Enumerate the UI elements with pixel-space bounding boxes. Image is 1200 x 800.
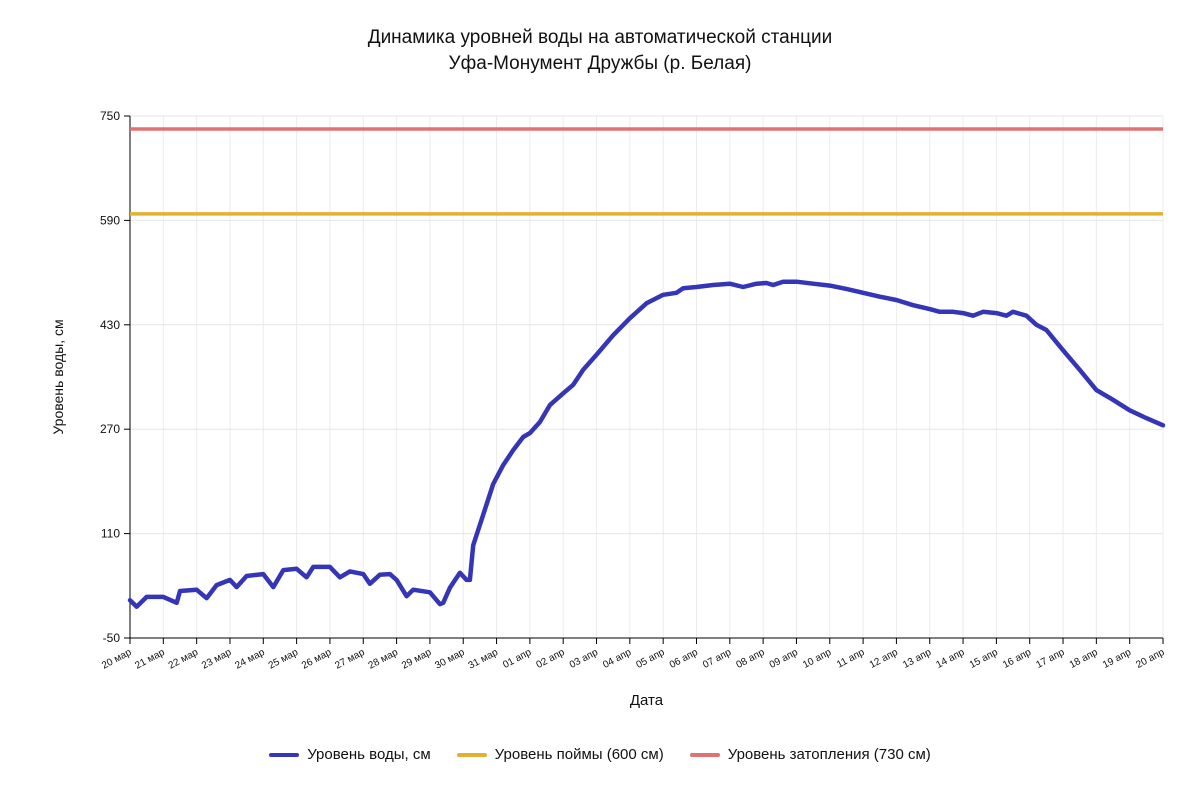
y-tick-label: 430: [100, 318, 120, 332]
x-tick-label: 26 мар: [300, 647, 334, 672]
x-tick-label: 22 мар: [167, 647, 201, 672]
x-tick-label: 01 апр: [501, 647, 533, 671]
x-tick-label: 31 мар: [467, 647, 501, 672]
x-tick-label: 28 мар: [367, 647, 401, 672]
x-tick-label: 09 апр: [768, 647, 800, 671]
legend-label: Уровень поймы (600 см): [494, 746, 664, 763]
x-tick-label: 12 апр: [868, 647, 900, 671]
x-tick-label: 25 мар: [267, 647, 301, 672]
x-tick-label: 24 мар: [233, 647, 267, 672]
chart-title-line-2: Уфа-Монумент Дружбы (р. Белая): [448, 53, 752, 74]
y-tick-label: 110: [101, 527, 120, 541]
y-tick-label: 590: [100, 213, 120, 227]
y-tick-label: 270: [100, 422, 120, 436]
x-tick-label: 23 мар: [200, 647, 234, 672]
x-tick-label: 11 апр: [835, 647, 867, 671]
legend-item-floodplain[interactable]: Уровень поймы (600 см): [456, 746, 664, 763]
y-tick-label: -50: [103, 631, 121, 645]
x-axis-label: Дата: [630, 692, 664, 709]
x-tick-label: 08 апр: [734, 647, 766, 671]
y-axis-label: Уровень воды, см: [50, 319, 66, 434]
legend-swatch: [689, 752, 720, 757]
x-tick-label: 15 апр: [968, 647, 1000, 671]
legend-label: Уровень затопления (730 см): [727, 746, 931, 763]
x-tick-label: 10 апр: [801, 647, 833, 671]
chart-title-line-1: Динамика уровней воды на автоматической …: [367, 27, 833, 48]
x-tick-label: 06 апр: [668, 647, 700, 671]
legend-item-flooding[interactable]: Уровень затопления (730 см): [689, 746, 931, 763]
x-tick-label: 29 мар: [400, 647, 434, 672]
legend-label: Уровень воды, см: [307, 746, 431, 763]
y-tick-label: 750: [100, 109, 120, 123]
x-tick-label: 19 апр: [1101, 647, 1133, 671]
x-tick-label: 21 мар: [133, 647, 167, 672]
legend-item-water-level[interactable]: Уровень воды, см: [269, 746, 431, 763]
x-tick-label: 02 апр: [535, 647, 567, 671]
x-tick-label: 27 мар: [333, 647, 367, 672]
x-tick-label: 13 апр: [901, 647, 933, 671]
x-tick-label: 30 мар: [433, 647, 467, 672]
x-tick-label: 14 апр: [934, 647, 966, 671]
x-tick-label: 20 апр: [1134, 647, 1166, 671]
x-tick-label: 03 апр: [568, 647, 600, 671]
x-tick-label: 18 апр: [1068, 647, 1100, 671]
x-tick-label: 04 апр: [601, 647, 633, 671]
x-tick-label: 17 апр: [1034, 647, 1066, 671]
x-tick-label: 20 мар: [100, 647, 134, 672]
legend: Уровень воды, см Уровень поймы (600 см) …: [0, 746, 1200, 763]
water-level-line: [127, 279, 1166, 609]
x-tick-label: 05 апр: [635, 647, 667, 671]
legend-swatch: [456, 752, 487, 757]
x-tick-label: 07 апр: [701, 647, 733, 671]
x-tick-label: 16 апр: [1001, 647, 1033, 671]
legend-swatch: [269, 752, 300, 757]
